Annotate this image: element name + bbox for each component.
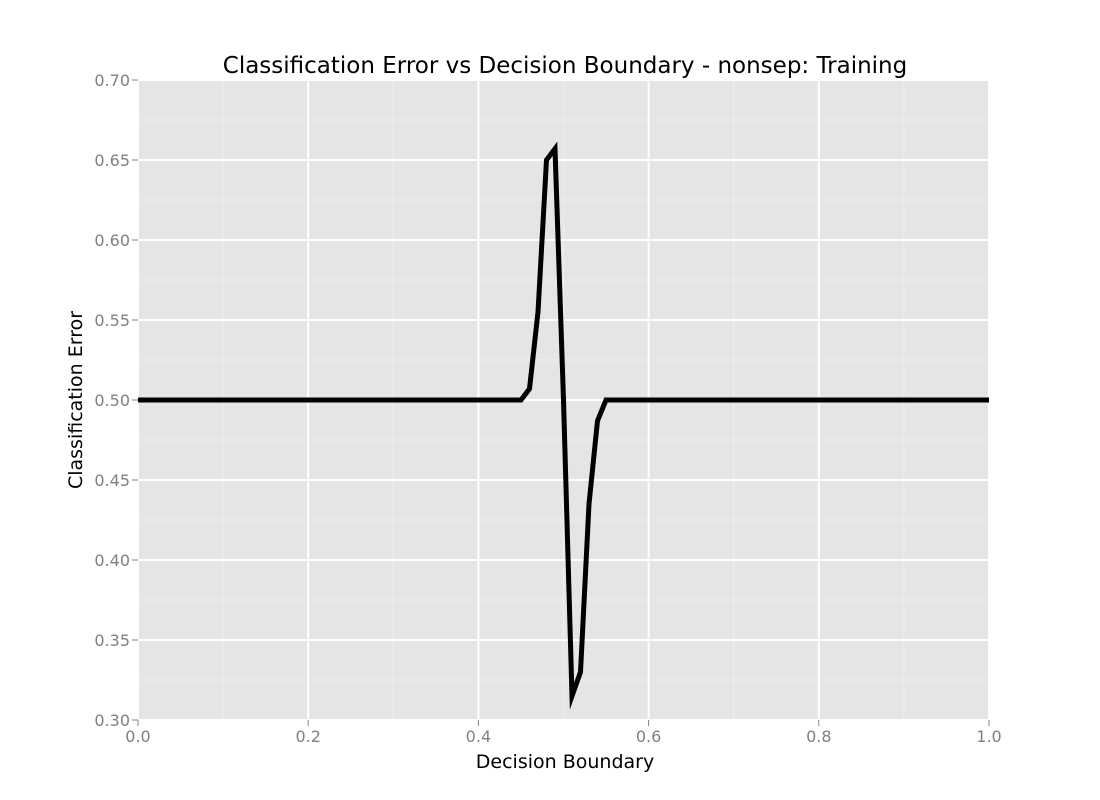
x-tick-label: 1.0 [976, 727, 1001, 746]
y-tick-label: 0.60 [94, 231, 130, 250]
y-tick-label: 0.35 [94, 631, 130, 650]
axes: 0.30 0.35 0.40 0.45 0.50 0.55 0.60 0.65 0.70 0.0 0… [94, 71, 1001, 746]
x-axis-label: Decision Boundary [476, 751, 654, 773]
chart-title: Classification Error vs Decision Boundar… [223, 53, 907, 79]
x-tick-label: 0.2 [295, 727, 320, 746]
x-tick-label: 0.6 [636, 727, 661, 746]
y-tick-label: 0.55 [94, 311, 130, 330]
x-tick-label: 0.0 [125, 727, 150, 746]
x-tick-label: 0.4 [466, 727, 491, 746]
x-tick-label: 0.8 [806, 727, 831, 746]
series-layer [138, 141, 989, 710]
y-tick-label: 0.65 [94, 151, 130, 170]
y-tick-label: 0.45 [94, 471, 130, 490]
y-tick-label: 0.30 [94, 711, 130, 730]
y-axis-label: Classification Error [65, 311, 87, 489]
y-tick-label: 0.50 [94, 391, 130, 410]
series-line [138, 141, 989, 710]
y-tick-label: 0.70 [94, 71, 130, 90]
y-tick-label: 0.40 [94, 551, 130, 570]
